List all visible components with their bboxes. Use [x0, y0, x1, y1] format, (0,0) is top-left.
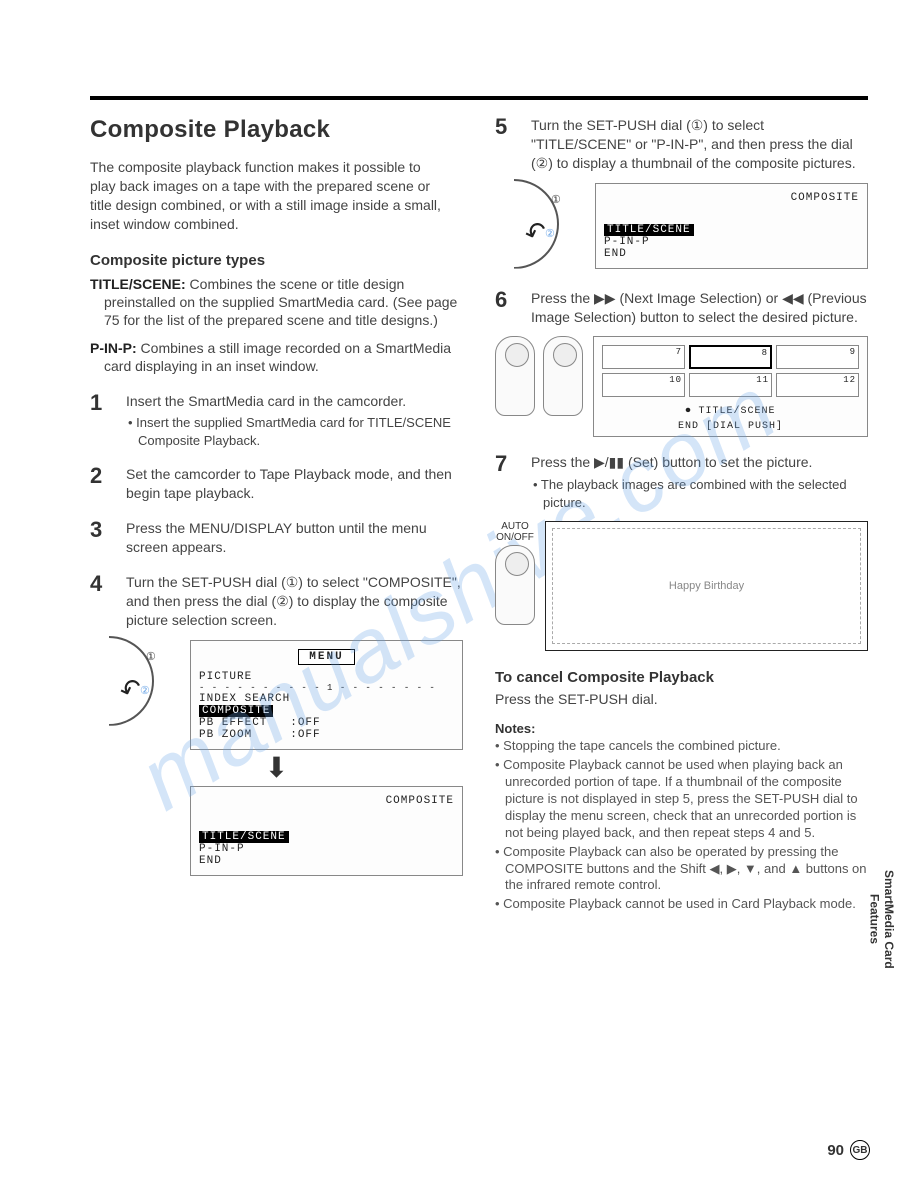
- thumbnail-grid-box: 7 8 9 10 11 12 ⏺ TITLE/SCENE END [DIAL P…: [593, 336, 868, 437]
- step-5: 5 Turn the SET-PUSH dial (①) to select "…: [495, 116, 868, 173]
- step-number: 7: [495, 453, 517, 511]
- note-item: • Stopping the tape cancels the combined…: [495, 738, 868, 755]
- composite-screen-box: COMPOSITE TITLE/SCENE P-IN-P END: [190, 786, 463, 876]
- def-title-scene: TITLE/SCENE: Combines the scene or title…: [90, 275, 463, 330]
- step-bullet: • Insert the supplied SmartMedia card fo…: [126, 414, 463, 449]
- composite-opt: P-IN-P: [199, 843, 454, 855]
- step-1: 1 Insert the SmartMedia card in the camc…: [90, 392, 463, 450]
- two-column-layout: Composite Playback The composite playbac…: [90, 116, 868, 913]
- figure-step4: ↶ ① ② MENU PICTURE - - - - - - - - - - 1…: [90, 640, 463, 750]
- cancel-text: Press the SET-PUSH dial.: [495, 690, 868, 709]
- step-text: Press the MENU/DISPLAY button until the …: [126, 519, 463, 557]
- def-label: TITLE/SCENE:: [90, 276, 186, 292]
- page-footer: 90 GB: [827, 1140, 870, 1160]
- step-text: Set the camcorder to Tape Playback mode,…: [126, 465, 463, 503]
- figure-step5: ↶ ① ② COMPOSITE TITLE/SCENE P-IN-P END: [495, 183, 868, 273]
- cancel-heading: To cancel Composite Playback: [495, 669, 868, 686]
- menu-divider: - - - - - - - - - - 1 - - - - - - - -: [199, 683, 454, 693]
- region-badge: GB: [850, 1140, 870, 1160]
- composite-opt-selected: TITLE/SCENE: [199, 831, 454, 843]
- composite-title: COMPOSITE: [199, 795, 454, 807]
- step-3: 3 Press the MENU/DISPLAY button until th…: [90, 519, 463, 557]
- circled-1-icon: ①: [551, 193, 561, 206]
- note-item: • Composite Playback can also be operate…: [495, 844, 868, 895]
- composite-opt: P-IN-P: [604, 236, 859, 248]
- step-6: 6 Press the ▶▶ (Next Image Selection) or…: [495, 289, 868, 327]
- grid-footer-2: END [DIAL PUSH]: [598, 417, 863, 432]
- step-number: 1: [90, 392, 112, 450]
- thumb-cell: 9: [776, 345, 859, 369]
- thumbnail-grid: 7 8 9 10 11 12: [598, 341, 863, 401]
- step-bullet: • The playback images are combined with …: [531, 476, 868, 511]
- step-text: Turn the SET-PUSH dial (①) to select "TI…: [531, 116, 868, 173]
- def-pinp: P-IN-P: Combines a still image recorded …: [90, 339, 463, 375]
- arrow-down-icon: ⬇: [90, 754, 463, 782]
- note-item: • Composite Playback cannot be used when…: [495, 757, 868, 841]
- intro-paragraph: The composite playback function makes it…: [90, 158, 450, 234]
- menu-line-selected: COMPOSITE: [199, 705, 454, 717]
- page-number: 90: [827, 1142, 844, 1159]
- menu-title: MENU: [199, 649, 454, 665]
- composite-opt-selected: TITLE/SCENE: [604, 224, 859, 236]
- thumb-cell: 10: [602, 373, 685, 397]
- figure-step7: AUTO ON/OFF Happy Birthday: [495, 521, 868, 651]
- subheading-types: Composite picture types: [90, 252, 463, 269]
- finger-press-icon: [495, 545, 535, 625]
- step-body: Press the ▶/▮▮ (Set) button to set the p…: [531, 453, 868, 511]
- thumb-cell: 11: [689, 373, 772, 397]
- right-column: 5 Turn the SET-PUSH dial (①) to select "…: [495, 116, 868, 913]
- dial-illustration: ↶ ① ②: [495, 183, 585, 273]
- thumb-cell-selected: 8: [689, 345, 772, 369]
- finger-press-icon: [543, 336, 583, 416]
- composite-opt: END: [604, 248, 859, 260]
- step-text: Press the ▶▶ (Next Image Selection) or ◀…: [531, 289, 868, 327]
- thumb-cell: 12: [776, 373, 859, 397]
- composite-opt: END: [199, 855, 454, 867]
- step-body: Insert the SmartMedia card in the camcor…: [126, 392, 463, 450]
- side-tab-line1: SmartMedia Card: [882, 870, 896, 969]
- def-label: P-IN-P:: [90, 340, 137, 356]
- step-text: Press the ▶/▮▮ (Set) button to set the p…: [531, 453, 868, 472]
- horizontal-rule: [90, 96, 868, 100]
- step-number: 4: [90, 573, 112, 630]
- step-7: 7 Press the ▶/▮▮ (Set) button to set the…: [495, 453, 868, 511]
- dial-arc-icon: [469, 179, 559, 269]
- grid-footer-1: ⏺ TITLE/SCENE: [598, 401, 863, 417]
- dial-arc-icon: [64, 636, 154, 726]
- composite-title: COMPOSITE: [604, 192, 859, 204]
- side-tab-line2: Features: [868, 894, 882, 944]
- step-number: 5: [495, 116, 517, 173]
- def-text: Combines a still image recorded on a Sma…: [104, 340, 451, 374]
- menu-line: PB EFFECT :OFF: [199, 717, 454, 729]
- circled-2-icon: ②: [140, 684, 150, 697]
- finger-press-icon: [495, 336, 535, 416]
- circled-2-icon: ②: [545, 227, 555, 240]
- auto-onoff-label: AUTO ON/OFF: [495, 521, 535, 543]
- step-number: 2: [90, 465, 112, 503]
- thumb-cell: 7: [602, 345, 685, 369]
- step-number: 6: [495, 289, 517, 327]
- step-text: Turn the SET-PUSH dial (①) to select "CO…: [126, 573, 463, 630]
- composite-screen-box: COMPOSITE TITLE/SCENE P-IN-P END: [595, 183, 868, 269]
- notes-heading: Notes:: [495, 721, 868, 736]
- dial-illustration: ↶ ① ②: [90, 640, 180, 730]
- step-text: Insert the SmartMedia card in the camcor…: [126, 392, 463, 411]
- step-2: 2 Set the camcorder to Tape Playback mod…: [90, 465, 463, 503]
- step-number: 3: [90, 519, 112, 557]
- menu-line: PICTURE: [199, 671, 454, 683]
- circled-1-icon: ①: [146, 650, 156, 663]
- figure-step6: 7 8 9 10 11 12 ⏺ TITLE/SCENE END [DIAL P…: [495, 336, 868, 437]
- menu-line: INDEX SEARCH: [199, 693, 454, 705]
- illustration-placeholder: Happy Birthday: [552, 528, 861, 644]
- side-tab: SmartMedia Card Features: [867, 870, 896, 969]
- menu-screen-box: MENU PICTURE - - - - - - - - - - 1 - - -…: [190, 640, 463, 750]
- page-title: Composite Playback: [90, 116, 463, 144]
- left-column: Composite Playback The composite playbac…: [90, 116, 463, 913]
- step-4: 4 Turn the SET-PUSH dial (①) to select "…: [90, 573, 463, 630]
- menu-line: PB ZOOM :OFF: [199, 729, 454, 741]
- note-item: • Composite Playback cannot be used in C…: [495, 896, 868, 913]
- composite-result-illustration: Happy Birthday: [545, 521, 868, 651]
